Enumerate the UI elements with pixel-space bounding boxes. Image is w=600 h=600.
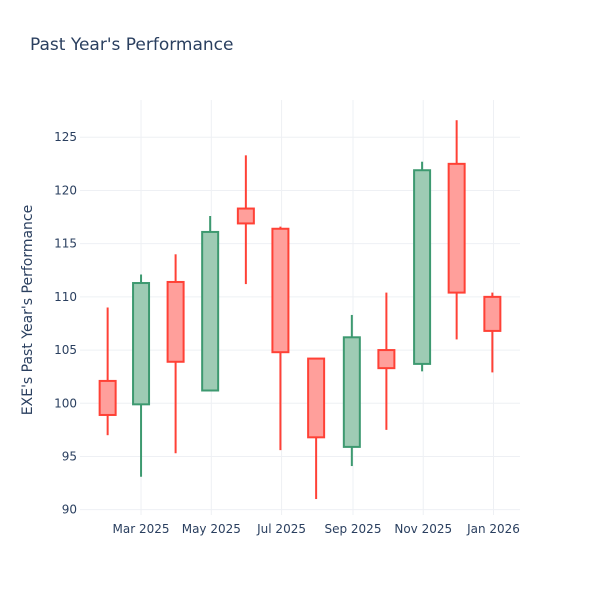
x-tick-label: Jul 2025 — [256, 522, 306, 536]
x-tick-label: Nov 2025 — [394, 522, 452, 536]
y-tick-label: 100 — [54, 396, 77, 410]
y-tick-label: 120 — [54, 183, 77, 197]
x-tick-label: May 2025 — [182, 522, 241, 536]
y-axis-ticks: 90 95 100 105 110 115 120 125 — [54, 130, 77, 516]
candle-body — [483, 295, 502, 332]
candle-body — [166, 280, 185, 363]
candle-decreasing — [236, 155, 255, 285]
candle-decreasing — [377, 292, 396, 430]
chart-title: Past Year's Performance — [30, 35, 234, 55]
candle-decreasing — [483, 292, 502, 373]
y-tick-label: 110 — [54, 290, 77, 304]
x-tick-label: Jan 2026 — [466, 522, 520, 536]
candle-body — [236, 207, 255, 225]
candle-body — [447, 162, 466, 294]
y-axis-label: EXE's Past Year's Performance — [20, 205, 36, 415]
y-tick-label: 115 — [54, 237, 77, 251]
candle-increasing — [342, 314, 361, 467]
candle-body — [98, 379, 117, 416]
candle-decreasing — [98, 307, 117, 436]
candle-body — [307, 357, 326, 439]
candle-increasing — [201, 215, 220, 392]
candle-decreasing — [166, 254, 185, 454]
x-axis-ticks: Mar 2025 May 2025 Jul 2025 Sep 2025 Nov 2025… — [113, 522, 520, 536]
y-tick-label: 90 — [62, 503, 77, 517]
y-tick-label: 125 — [54, 130, 77, 144]
x-tick-label: Sep 2025 — [324, 522, 381, 536]
candle-body — [377, 349, 396, 370]
candles — [98, 120, 502, 500]
candle-decreasing — [271, 226, 290, 451]
candle-increasing — [132, 274, 151, 477]
candle-body — [201, 230, 220, 392]
y-tick-label: 95 — [62, 449, 77, 463]
candle-body — [413, 169, 432, 365]
candle-body — [342, 336, 361, 448]
y-tick-label: 105 — [54, 343, 77, 357]
x-tick-label: Mar 2025 — [113, 522, 170, 536]
candle-body — [271, 227, 290, 354]
candle-decreasing — [307, 357, 326, 500]
candle-increasing — [413, 161, 432, 372]
candle-decreasing — [447, 120, 466, 340]
candle-body — [132, 282, 151, 406]
